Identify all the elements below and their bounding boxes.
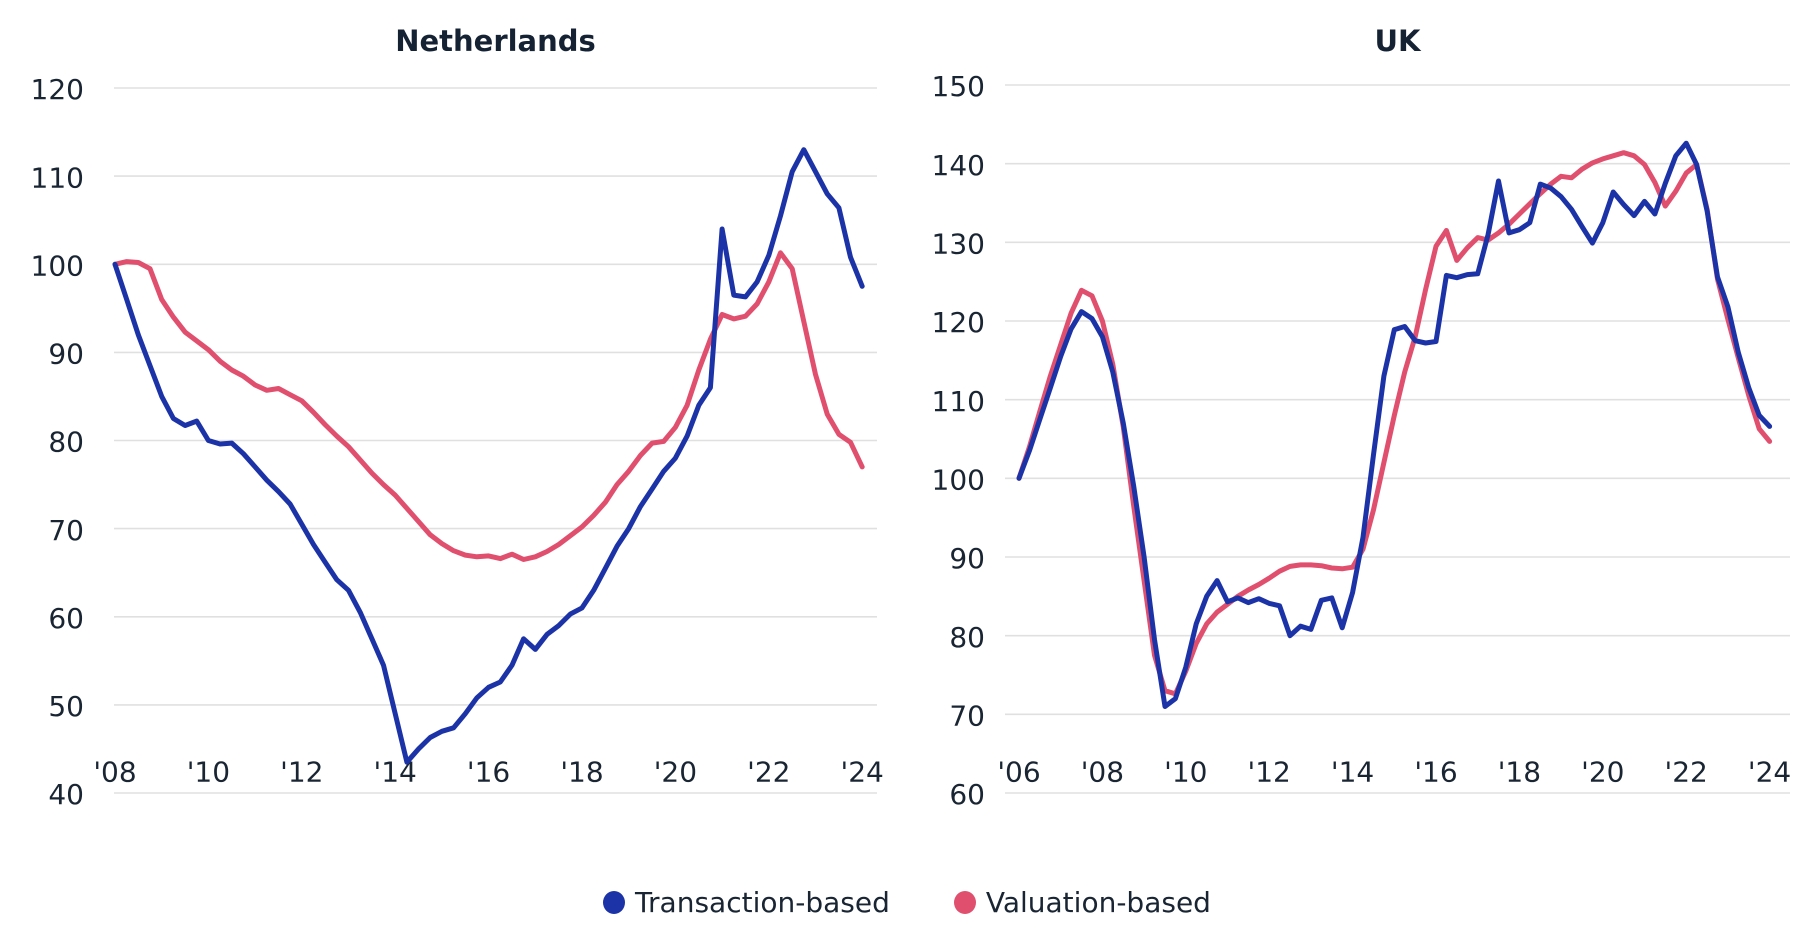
x-tick-label-uk: '12 (1248, 756, 1291, 789)
y-tick-label-uk: 120 (932, 306, 985, 339)
x-tick-label-uk: '20 (1581, 756, 1624, 789)
x-tick-label-netherlands: '08 (93, 756, 136, 789)
x-tick-label-netherlands: '16 (467, 756, 510, 789)
series-line-transaction-based-uk (1016, 140, 1773, 709)
legend-label-valuation: Valuation-based (985, 885, 1211, 919)
series-line-transaction-based-netherlands (112, 147, 865, 765)
x-tick-label-netherlands: '10 (187, 756, 230, 789)
y-tick-label-netherlands: 100 (31, 249, 84, 282)
y-tick-label-netherlands: 120 (31, 73, 84, 106)
chart-title-uk: UK (1374, 24, 1421, 58)
y-tick-label-netherlands: 40 (48, 778, 84, 811)
y-tick-label-uk: 140 (932, 149, 985, 182)
x-tick-label-uk: '14 (1331, 756, 1374, 789)
x-tick-label-uk: '22 (1665, 756, 1708, 789)
x-tick-label-uk: '10 (1164, 756, 1207, 789)
y-tick-label-uk: 70 (949, 699, 985, 732)
series-line-valuation-based-uk (1016, 150, 1773, 697)
y-tick-label-uk: 150 (932, 70, 985, 103)
x-tick-label-netherlands: '22 (747, 756, 790, 789)
legend-item-valuation: Valuation-based (953, 885, 1211, 919)
y-tick-label-netherlands: 50 (48, 690, 84, 723)
x-tick-label-uk: '16 (1414, 756, 1457, 789)
y-tick-label-uk: 80 (949, 621, 985, 654)
legend: Transaction-based Valuation-based (0, 876, 1814, 928)
legend-label-transaction: Transaction-based (635, 885, 890, 919)
x-tick-label-netherlands: '12 (280, 756, 323, 789)
x-tick-label-netherlands: '24 (841, 756, 884, 789)
y-tick-label-uk: 60 (949, 778, 985, 811)
y-tick-label-netherlands: 70 (48, 514, 84, 547)
x-tick-label-uk: '18 (1498, 756, 1541, 789)
series-line-valuation-based-netherlands (112, 250, 865, 562)
y-tick-label-netherlands: 90 (48, 338, 84, 371)
x-tick-label-netherlands: '18 (560, 756, 603, 789)
x-tick-label-netherlands: '20 (654, 756, 697, 789)
y-tick-label-netherlands: 80 (48, 426, 84, 459)
x-tick-label-uk: '06 (997, 756, 1040, 789)
y-tick-label-uk: 130 (932, 227, 985, 260)
transaction-legend-dot-icon (603, 890, 626, 914)
y-tick-label-uk: 100 (932, 463, 985, 496)
y-tick-label-netherlands: 110 (31, 161, 84, 194)
y-tick-label-netherlands: 60 (48, 602, 84, 635)
y-tick-label-uk: 110 (932, 385, 985, 418)
x-tick-label-uk: '08 (1081, 756, 1124, 789)
chart-title-netherlands: Netherlands (395, 24, 596, 58)
legend-item-transaction: Transaction-based (603, 886, 890, 919)
y-tick-label-uk: 90 (949, 542, 985, 575)
x-tick-label-uk: '24 (1748, 756, 1791, 789)
valuation-legend-dot-icon (953, 890, 976, 914)
